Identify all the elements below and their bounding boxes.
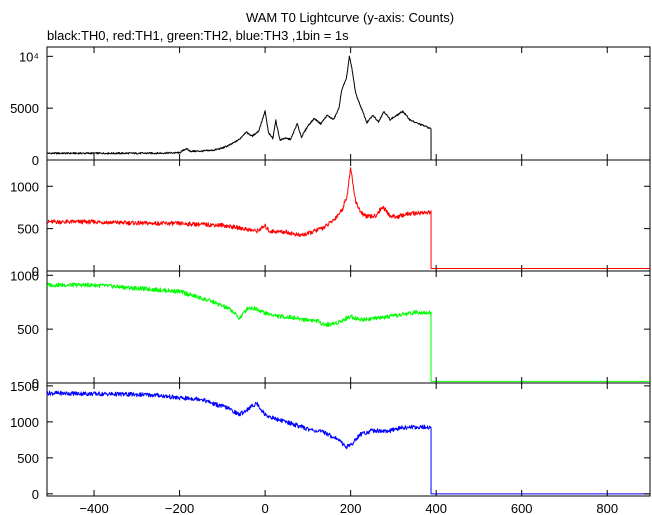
panel-th0: 0 5000 10⁴ — [10, 46, 651, 168]
y-tick-label: 5000 — [10, 101, 39, 116]
y-tick-label: 0 — [32, 153, 39, 168]
x-tick-label: 800 — [596, 501, 618, 515]
panel-th2: 0 500 1000 — [10, 268, 651, 391]
y-tick-label: 500 — [17, 222, 39, 237]
series-line-th3 — [46, 390, 650, 495]
panel-frame — [46, 382, 651, 497]
series-line-th2 — [46, 282, 650, 382]
y-tick-label: 500 — [17, 451, 39, 466]
panel-th1: 0 500 1000 — [10, 159, 651, 279]
chart-title: WAM T0 Lightcurve (y-axis: Counts) — [246, 10, 454, 25]
y-tick-label: 500 — [17, 322, 39, 337]
series-line-th1 — [46, 167, 650, 269]
y-tick-label: 1500 — [10, 379, 39, 394]
y-tick-label: 1000 — [10, 268, 39, 283]
x-tick-label: 200 — [340, 501, 362, 515]
x-tick-label: 400 — [425, 501, 447, 515]
series-line-th0 — [46, 55, 650, 161]
panel-th3: 0 500 1000 1500 — [10, 379, 651, 502]
y-tick-label: 0 — [32, 264, 39, 279]
x-axis: −400 −200 0 200 400 600 800 — [79, 501, 618, 515]
x-tick-label: −200 — [165, 501, 194, 515]
x-tick-label: −400 — [79, 501, 108, 515]
x-tick-label: 600 — [511, 501, 533, 515]
y-tick-label: 0 — [32, 487, 39, 502]
x-tick-label: 0 — [261, 501, 268, 515]
y-tick-label: 1000 — [10, 415, 39, 430]
chart-subtitle: black:TH0, red:TH1, green:TH2, blue:TH3 … — [47, 28, 349, 43]
panel-frame — [46, 159, 651, 272]
y-tick-label: 10⁴ — [19, 49, 39, 64]
y-tick-label: 1000 — [10, 179, 39, 194]
panel-frame — [46, 270, 651, 384]
y-tick-label: 0 — [32, 376, 39, 391]
